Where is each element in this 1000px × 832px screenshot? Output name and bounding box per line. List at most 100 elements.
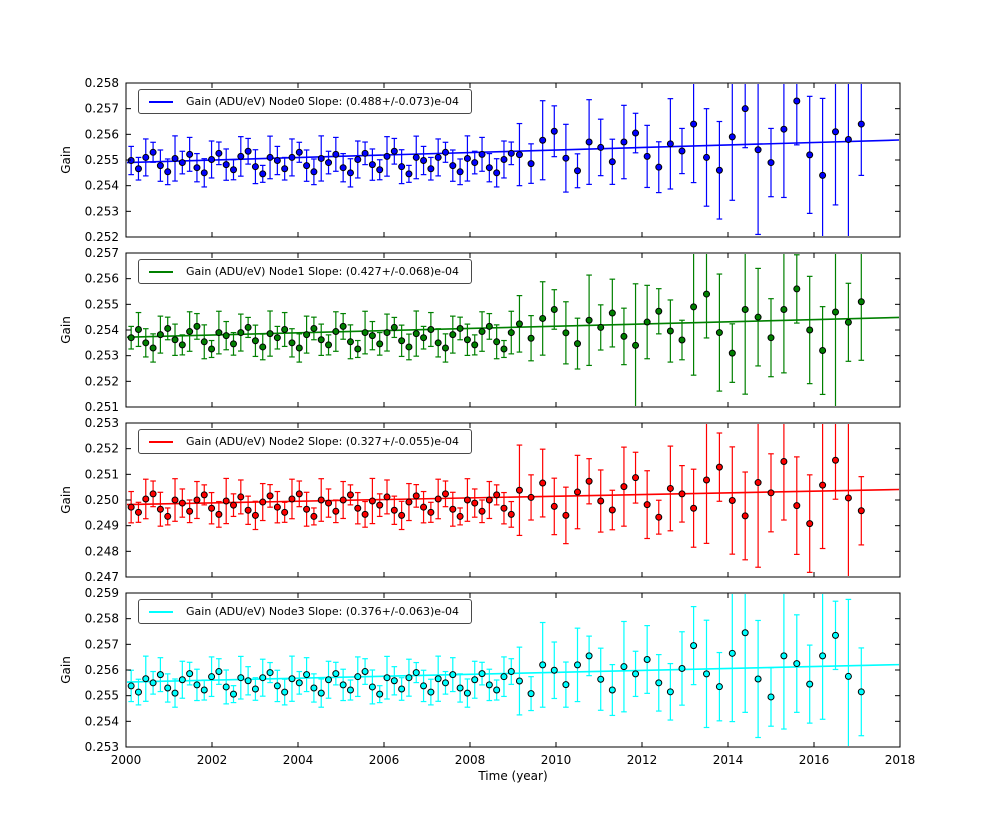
data-point — [303, 315, 311, 354]
y-tick-label: 0.255 — [85, 689, 119, 703]
data-point — [666, 98, 674, 190]
data-point — [844, 424, 852, 576]
x-tick-label: 2008 — [455, 753, 486, 767]
data-point — [164, 673, 172, 703]
data-point — [193, 152, 201, 183]
data-point — [620, 307, 628, 366]
data-point — [471, 150, 479, 175]
data-point — [266, 484, 274, 508]
data-point — [215, 141, 223, 166]
data-point — [251, 677, 259, 701]
data-point — [273, 325, 281, 350]
data-point — [346, 484, 354, 506]
data-point — [156, 657, 164, 693]
data-point — [608, 138, 616, 185]
data-point — [857, 647, 865, 737]
y-tick-label: 0.256 — [85, 127, 119, 141]
data-point — [339, 152, 347, 183]
data-point — [222, 669, 230, 705]
y-tick-label: 0.256 — [85, 663, 119, 677]
data-point — [690, 468, 698, 548]
data-point — [478, 661, 486, 686]
data-point — [456, 158, 464, 186]
data-point — [632, 112, 640, 154]
data-point — [376, 685, 384, 704]
data-point — [208, 656, 216, 698]
y-tick-label: 0.257 — [85, 637, 119, 651]
data-point — [171, 678, 179, 708]
data-point — [244, 666, 252, 696]
data-point — [456, 673, 464, 703]
data-point — [527, 315, 535, 362]
data-point — [156, 491, 164, 527]
data-point — [390, 495, 398, 525]
data-point — [643, 284, 651, 360]
data-point — [767, 453, 775, 533]
data-point — [354, 140, 362, 179]
data-point — [507, 658, 515, 685]
data-point — [127, 145, 135, 176]
y-tick-label: 0.249 — [85, 519, 119, 533]
data-point — [780, 424, 788, 521]
data-point — [574, 627, 581, 703]
data-point — [441, 333, 449, 363]
data-point — [819, 594, 827, 720]
x-tick-label: 2010 — [541, 753, 572, 767]
data-point — [156, 315, 164, 354]
data-point — [376, 331, 384, 356]
x-axis-label: Time (year) — [478, 769, 548, 783]
x-tick-label: 2016 — [799, 753, 830, 767]
data-point — [317, 678, 325, 708]
data-point — [666, 445, 674, 532]
data-point — [806, 275, 814, 385]
data-point — [608, 664, 616, 717]
data-point — [193, 480, 201, 520]
legend-line-sample — [149, 270, 173, 273]
data-point — [405, 658, 413, 697]
data-point — [390, 666, 398, 696]
data-point — [507, 310, 515, 355]
data-point — [383, 136, 391, 177]
data-point — [527, 143, 535, 184]
data-point — [412, 661, 420, 684]
data-point — [715, 273, 723, 392]
data-point — [420, 490, 428, 524]
data-point — [832, 84, 839, 206]
data-point — [857, 476, 865, 546]
data-point — [562, 661, 570, 708]
data-point — [281, 156, 289, 181]
data-point — [420, 325, 428, 350]
data-point — [390, 137, 398, 165]
data-point — [339, 480, 347, 520]
legend-line-sample — [149, 610, 173, 613]
y-tick-label: 0.253 — [85, 349, 119, 363]
data-point — [550, 289, 558, 330]
data-point — [332, 136, 340, 172]
data-point — [500, 339, 508, 359]
data-point — [368, 320, 376, 351]
data-point — [295, 333, 303, 363]
data-point — [171, 135, 179, 182]
data-point — [574, 454, 581, 530]
data-point — [339, 312, 347, 340]
data-point — [295, 670, 303, 695]
data-point — [230, 159, 237, 181]
data-point — [259, 658, 267, 697]
data-point — [368, 477, 376, 525]
x-tick-label: 2018 — [885, 753, 916, 767]
data-point — [325, 334, 333, 356]
data-point — [134, 156, 142, 181]
data-point — [310, 316, 318, 341]
data-point — [767, 127, 775, 198]
data-point — [127, 669, 135, 703]
y-axis-label: Gain — [59, 486, 73, 514]
y-tick-label: 0.247 — [85, 570, 119, 584]
y-tick-label: 0.253 — [85, 740, 119, 754]
legend-label: Gain (ADU/eV) Node3 Slope: (0.376+/-0.06… — [186, 605, 460, 618]
data-point — [493, 158, 501, 188]
data-point — [632, 283, 640, 406]
y-tick-label: 0.258 — [85, 76, 119, 90]
data-point — [678, 465, 686, 523]
data-point — [449, 149, 457, 182]
data-point — [354, 339, 362, 359]
